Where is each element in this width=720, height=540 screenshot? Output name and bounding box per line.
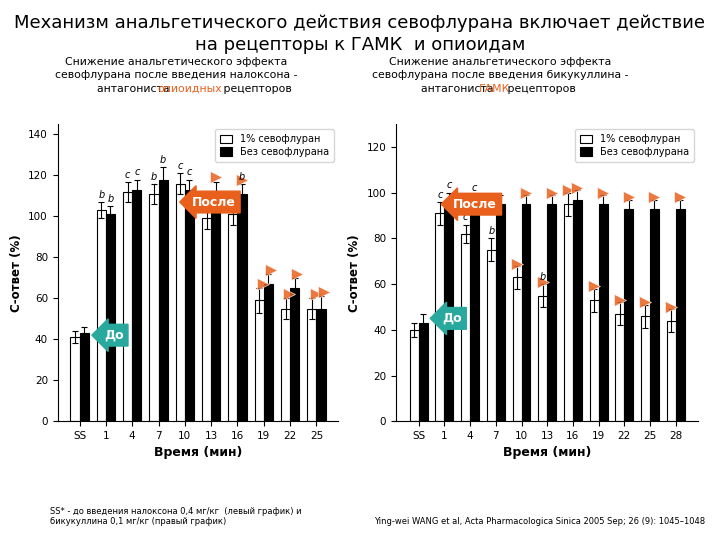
Bar [419, 323, 428, 421]
Bar [650, 209, 659, 421]
Bar [185, 190, 194, 421]
Bar [598, 204, 608, 421]
Text: b: b [160, 155, 166, 165]
Text: Механизм анальгетического действия севофлурана включает действие
на рецепторы к : Механизм анальгетического действия севоф… [14, 14, 706, 53]
Bar [496, 204, 505, 421]
Bar [132, 190, 141, 421]
Text: севофлурана после введения бикукуллина -: севофлурана после введения бикукуллина - [372, 70, 629, 80]
Bar [264, 284, 273, 421]
Bar [461, 234, 470, 421]
Text: b: b [230, 192, 236, 202]
Text: ГАМК: ГАМК [479, 84, 510, 94]
Bar [410, 330, 419, 421]
Text: b: b [239, 172, 246, 181]
Text: b: b [98, 190, 104, 200]
Text: Снижение анальгетического эффекта: Снижение анальгетического эффекта [66, 57, 287, 67]
Text: рецепторов: рецепторов [220, 84, 292, 94]
Bar [106, 214, 115, 421]
Text: После: После [192, 195, 235, 208]
X-axis label: Время (мин): Время (мин) [503, 447, 591, 460]
Y-axis label: С-ответ (%): С-ответ (%) [9, 234, 22, 312]
Bar [80, 333, 89, 421]
Bar [470, 204, 479, 421]
Bar [202, 218, 211, 421]
Bar [513, 277, 521, 421]
Bar [547, 204, 556, 421]
Bar [436, 213, 444, 421]
Bar [158, 179, 168, 421]
Text: c: c [186, 167, 192, 178]
Bar [281, 308, 290, 421]
Bar [176, 184, 185, 421]
Bar [290, 288, 300, 421]
Text: рецепторов: рецепторов [504, 84, 576, 94]
Bar [487, 250, 496, 421]
Bar [96, 210, 106, 421]
Bar [123, 192, 132, 421]
Text: Снижение анальгетического эффекта: Снижение анальгетического эффекта [390, 57, 611, 67]
Bar [539, 295, 547, 421]
Text: До: До [104, 329, 124, 342]
Bar [316, 308, 325, 421]
Bar [255, 300, 264, 421]
Bar [667, 321, 675, 421]
Bar [616, 314, 624, 421]
Bar [564, 204, 573, 421]
Text: антагониста: антагониста [97, 84, 174, 94]
Text: До: До [442, 312, 462, 325]
Bar [521, 204, 531, 421]
Bar [444, 204, 454, 421]
Bar [238, 194, 247, 421]
Y-axis label: С-ответ (%): С-ответ (%) [348, 234, 361, 312]
Text: После: После [454, 198, 498, 211]
Text: севофлурана после введения налоксона -: севофлурана после введения налоксона - [55, 70, 297, 80]
Legend: 1% севофлуран, Без севофлурана: 1% севофлуран, Без севофлурана [215, 129, 333, 161]
Text: опиоидных: опиоидных [157, 84, 222, 94]
Text: SS* - до введения налоксона 0,4 мг/кг  (левый график) и
бикукуллина 0,1 мг/кг (п: SS* - до введения налоксона 0,4 мг/кг (л… [50, 507, 302, 526]
Text: антагониста: антагониста [421, 84, 498, 94]
Text: c: c [125, 170, 130, 179]
Text: c: c [134, 167, 140, 178]
Bar [149, 194, 158, 421]
Text: b: b [539, 272, 546, 282]
Text: c: c [437, 190, 443, 200]
Bar [228, 214, 238, 421]
Text: c: c [463, 212, 468, 222]
Text: c: c [446, 180, 451, 191]
Bar [624, 209, 634, 421]
Bar [71, 337, 80, 421]
Bar [590, 300, 598, 421]
Bar [675, 209, 685, 421]
Text: c: c [472, 183, 477, 193]
Text: b: b [107, 194, 114, 204]
Text: c: c [178, 161, 183, 171]
Legend: 1% севофлуран, Без севофлурана: 1% севофлуран, Без севофлурана [575, 129, 693, 161]
Text: c: c [204, 196, 210, 206]
Text: b: b [150, 172, 157, 181]
Bar [641, 316, 650, 421]
Bar [211, 192, 220, 421]
Text: b: b [488, 226, 495, 236]
Bar [307, 308, 316, 421]
X-axis label: Время (мин): Время (мин) [154, 447, 242, 460]
Text: Ying-wei WANG et al, Acta Pharmacologica Sinica 2005 Sep; 26 (9): 1045–1048: Ying-wei WANG et al, Acta Pharmacologica… [374, 517, 706, 526]
Bar [573, 200, 582, 421]
